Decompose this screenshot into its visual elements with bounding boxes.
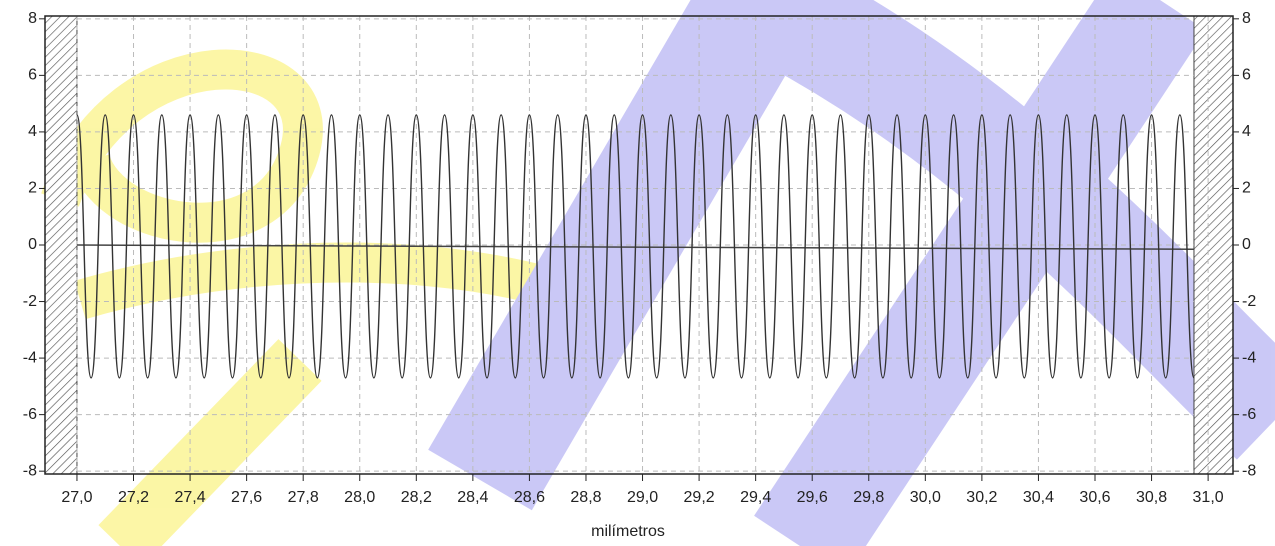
x-tick-label: 28,8 [570,489,601,506]
x-axis-label: milímetros [591,523,665,540]
y-tick-label: -4 [23,349,37,366]
x-tick-label: 30,8 [1136,489,1167,506]
plot-frame [44,15,1234,475]
x-tick-label: 27,0 [61,489,92,506]
y-tick-label: 4 [28,123,37,140]
x-tick-label: 27,6 [231,489,262,506]
y2-tick-label: 6 [1242,67,1251,84]
y2-tick-label: -8 [1242,462,1256,479]
y-tick-label: 2 [28,180,37,197]
x-tick-label: 30,4 [1023,489,1054,506]
x-tick-label: 27,2 [118,489,149,506]
x-tick-label: 28,4 [457,489,488,506]
y2-tick-label: 4 [1242,123,1251,140]
series-line [76,114,1195,379]
y2-tick-label: -2 [1242,293,1256,310]
x-tick-label: 29,0 [627,489,658,506]
x-tick-label: 27,8 [288,489,319,506]
y2-tick-label: -4 [1242,349,1256,366]
x-tick-label: 29,4 [740,489,771,506]
x-tick-label: 28,2 [401,489,432,506]
x-tick-label: 28,6 [514,489,545,506]
y2-tick-label: 2 [1242,180,1251,197]
y-tick-label: 8 [28,10,37,27]
y-tick-label: -8 [23,462,37,479]
x-tick-label: 29,8 [853,489,884,506]
y2-tick-label: -6 [1242,406,1256,423]
y-tick-label: 6 [28,67,37,84]
y2-tick-label: 8 [1242,10,1251,27]
hatched-region [1193,15,1234,475]
y-tick-label: -6 [23,406,37,423]
y2-tick-label: 0 [1242,236,1251,253]
y-tick-label: -2 [23,293,37,310]
watermark [41,0,1275,546]
x-tick-label: 30,2 [966,489,997,506]
x-tick-label: 29,6 [797,489,828,506]
x-tick-label: 29,2 [684,489,715,506]
x-tick-label: 31,0 [1193,489,1224,506]
x-tick-label: 28,0 [344,489,375,506]
hatched-region [44,15,78,475]
x-tick-label: 30,6 [1079,489,1110,506]
x-tick-label: 30,0 [910,489,941,506]
x-tick-label: 27,4 [175,489,206,506]
y-tick-label: 0 [28,236,37,253]
